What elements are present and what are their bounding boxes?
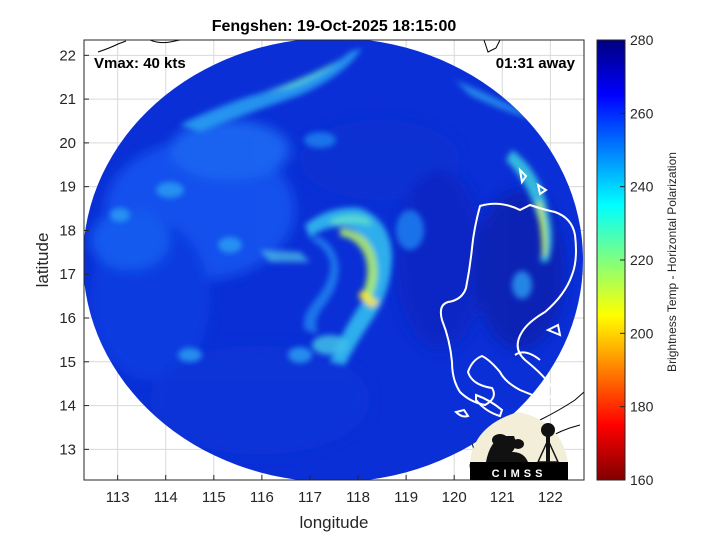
- x-tick-label: 122: [538, 489, 563, 506]
- colorbar-tick-label: 160: [630, 472, 654, 488]
- x-tick-label: 114: [154, 489, 178, 506]
- brightness-swath: [84, 40, 583, 480]
- coastline-luzon: [439, 167, 577, 418]
- x-axis-ticks: 113 114 115 116 117 118 119 120 121 122: [106, 475, 563, 506]
- y-axis-label: latitude: [33, 233, 52, 288]
- x-tick-label: 118: [346, 489, 370, 506]
- colorbar-label: Brightness Temp - Horizontal Polarizatio…: [665, 152, 679, 372]
- colorbar-tick-label: 200: [630, 325, 654, 341]
- colorbar-tick-label: 220: [630, 252, 654, 268]
- x-tick-label: 121: [490, 489, 515, 506]
- cimss-logo-text: CIMSS: [492, 468, 547, 480]
- y-tick-label: 22: [59, 47, 76, 64]
- y-tick-label: 14: [59, 398, 76, 415]
- colorbar-ticks: 160 180 200 220 240 260 280: [620, 32, 654, 488]
- y-tick-label: 19: [59, 179, 76, 196]
- y-tick-label: 21: [59, 91, 76, 108]
- axes-frame: [83, 39, 585, 481]
- colorbar-tick-label: 280: [630, 32, 654, 48]
- x-tick-label: 113: [106, 489, 130, 506]
- y-tick-label: 20: [59, 135, 76, 152]
- x-tick-label: 117: [298, 489, 322, 506]
- y-tick-label: 13: [59, 441, 76, 458]
- y-tick-label: 16: [59, 310, 76, 327]
- x-tick-label: 119: [394, 489, 418, 506]
- y-tick-label: 18: [59, 222, 76, 239]
- x-tick-label: 120: [442, 489, 467, 506]
- colorbar-tick-label: 180: [630, 399, 654, 415]
- colorbar-tick-label: 240: [630, 179, 654, 195]
- chart-title: Fengshen: 19-Oct-2025 18:15:00: [212, 18, 457, 35]
- y-axis-ticks: 13 14 15 16 17 18 19 20 21 22: [59, 47, 89, 458]
- x-tick-label: 115: [202, 489, 226, 506]
- x-tick-label: 116: [250, 489, 274, 506]
- vmax-annotation: Vmax: 40 kts: [94, 55, 186, 72]
- colorbar-tick-label: 260: [630, 105, 654, 121]
- cimss-logo: CIMSS: [470, 412, 568, 480]
- y-tick-label: 15: [59, 354, 76, 371]
- x-axis-label: longitude: [299, 513, 368, 532]
- time-away-annotation: 01:31 away: [496, 55, 576, 72]
- y-tick-label: 17: [59, 266, 76, 283]
